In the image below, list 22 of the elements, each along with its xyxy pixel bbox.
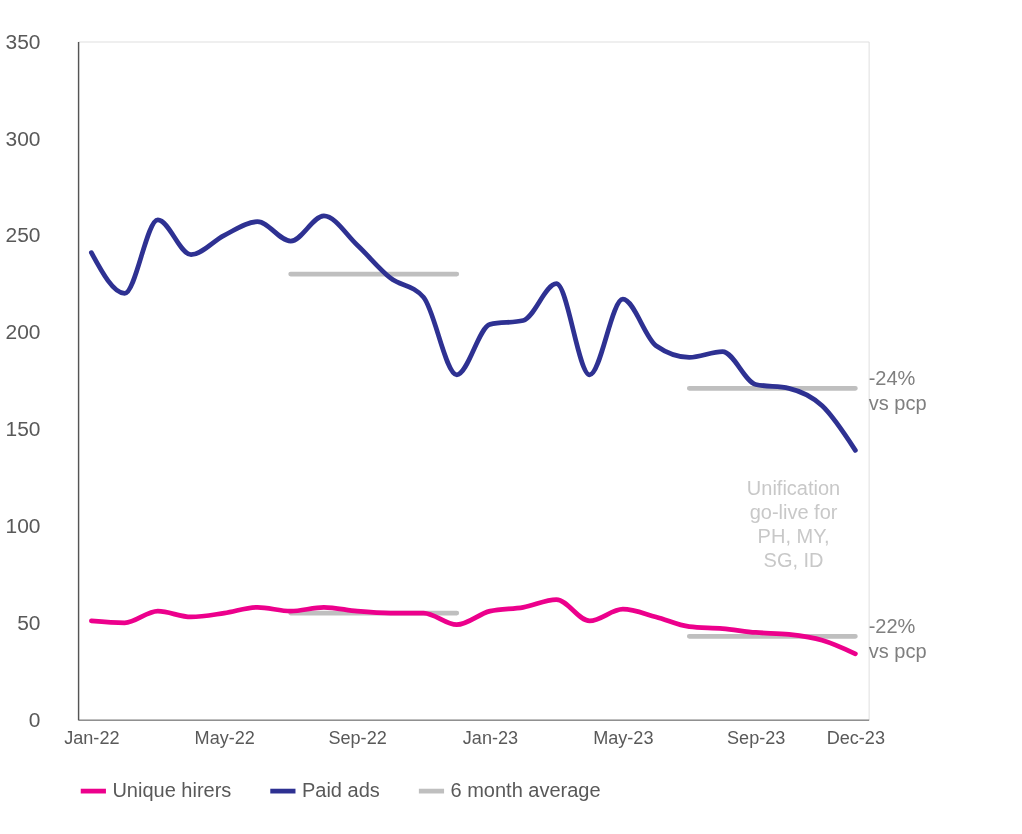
- annotation: -24% vs pcp: [868, 367, 927, 415]
- y-tick-label: 200: [5, 320, 41, 344]
- y-tick-label: 150: [5, 417, 41, 441]
- line-series: [89, 597, 858, 657]
- x-tick-label: Dec-23: [826, 727, 885, 748]
- y-tick-label: 0: [28, 707, 41, 731]
- y-tick-label: 350: [5, 29, 41, 53]
- legend-label: 6 month average: [450, 778, 601, 801]
- x-tick-label: May-23: [593, 727, 654, 748]
- line-series: [89, 213, 858, 453]
- x-tick-label: Jan-23: [462, 727, 519, 748]
- x-tick-label: Jan-22: [64, 727, 120, 748]
- legend-label: Unique hirers: [112, 778, 232, 801]
- y-tick-label: 250: [5, 223, 41, 247]
- legend-label: Paid ads: [301, 778, 380, 801]
- y-tick-label: 50: [17, 610, 41, 634]
- x-tick-label: Sep-23: [727, 727, 786, 748]
- x-tick-label: May-22: [194, 727, 255, 748]
- y-tick-label: 300: [5, 126, 41, 150]
- x-tick-label: Sep-22: [328, 727, 387, 748]
- y-tick-label: 100: [5, 514, 41, 538]
- annotation: -22% vs pcp: [868, 615, 927, 663]
